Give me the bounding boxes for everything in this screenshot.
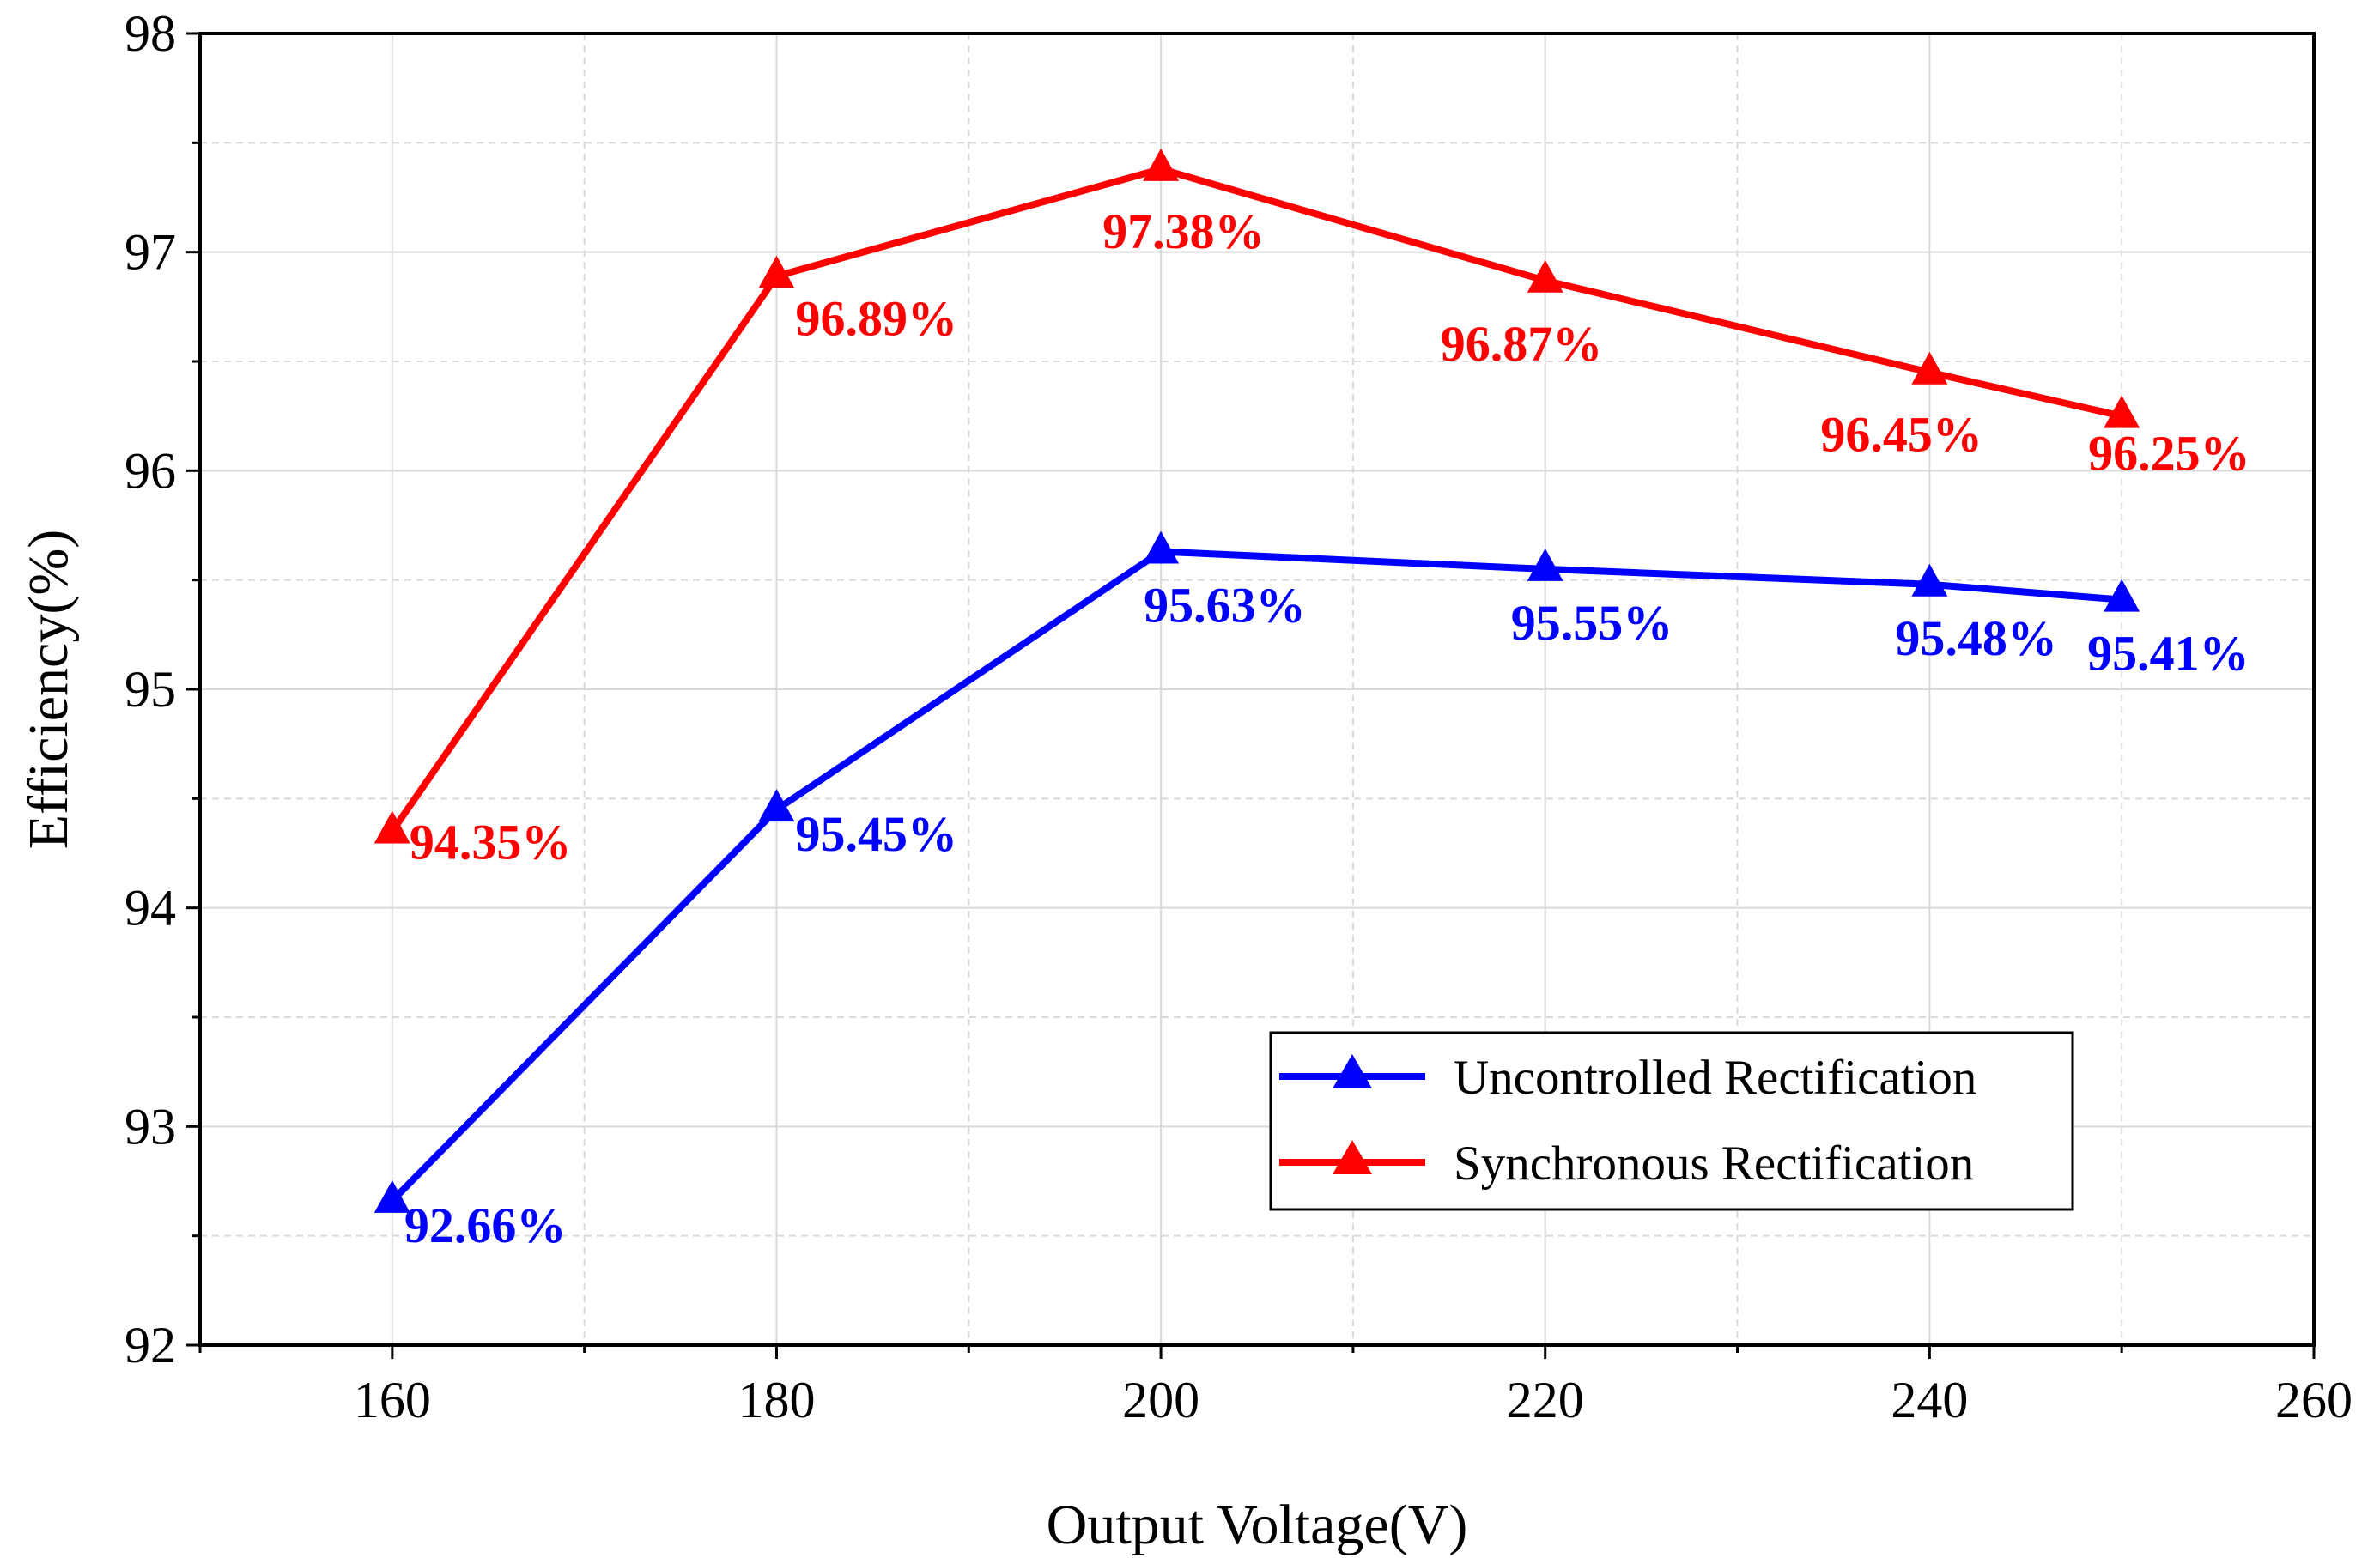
data-point-synchronous [1911, 351, 1948, 385]
y-axis-title: Efficiency(%) [17, 530, 80, 850]
grid-lines [200, 33, 2314, 1345]
y-tick-label: 97 [124, 224, 176, 281]
legend-marker-synchronous [1333, 1140, 1372, 1174]
data-point-synchronous [1527, 259, 1563, 293]
y-tick-label: 92 [124, 1317, 176, 1373]
axis-ticks: 92 93 94 95 96 97 98 160 180 200 220 240 260 [124, 5, 2353, 1428]
legend-box [1269, 1031, 2074, 1211]
data-label-uncontrolled: 95.63% [1144, 578, 1306, 634]
x-tick-label: 200 [1122, 1372, 1199, 1428]
series-line-synchronous [389, 165, 2123, 834]
data-label-synchronous: 96.25% [2088, 426, 2250, 482]
data-point-uncontrolled [1911, 563, 1948, 597]
data-label-uncontrolled: 92.66% [404, 1197, 567, 1253]
legend-label-synchronous: Synchronous Rectification [1454, 1137, 1974, 1191]
x-axis-title: Output Voltage(V) [1047, 1494, 1468, 1556]
x-tick-label: 180 [738, 1372, 815, 1428]
data-point-uncontrolled [373, 1179, 410, 1213]
data-point-synchronous [373, 810, 410, 844]
data-label-synchronous: 97.38% [1102, 203, 1265, 259]
data-point-uncontrolled [1143, 530, 1180, 564]
data-label-uncontrolled: 95.41% [2087, 626, 2249, 682]
y-tick-label: 95 [124, 661, 176, 718]
data-point-uncontrolled [2104, 579, 2140, 612]
y-tick-label: 98 [124, 5, 176, 62]
data-label-synchronous: 96.89% [795, 291, 957, 347]
x-tick-label: 220 [1507, 1372, 1584, 1428]
data-point-synchronous [758, 255, 795, 288]
y-tick-label: 96 [124, 442, 176, 499]
data-label-uncontrolled: 95.48% [1895, 610, 2057, 666]
y-tick-label: 93 [124, 1098, 176, 1155]
data-label-synchronous: 94.35% [410, 815, 572, 870]
legend: Uncontrolled Rectification Synchronous R… [1269, 1031, 2074, 1211]
data-label-synchronous: 96.87% [1441, 316, 1603, 372]
legend-marker-uncontrolled [1333, 1054, 1372, 1088]
y-tick-label: 94 [124, 880, 176, 937]
series-line-uncontrolled [389, 548, 2122, 1203]
x-tick-label: 240 [1891, 1372, 1968, 1428]
legend-label-uncontrolled: Uncontrolled Rectification [1454, 1051, 1976, 1105]
data-point-uncontrolled [1527, 548, 1563, 581]
data-label-uncontrolled: 95.45% [795, 806, 957, 862]
data-label-synchronous: 96.45% [1820, 407, 1982, 463]
series-layer [373, 148, 2140, 1213]
x-tick-label: 160 [354, 1372, 431, 1428]
x-tick-label: 260 [2275, 1372, 2353, 1428]
data-labels: 92.66% 95.45% 95.63% 95.55% 95.48% 95.41% 94.3… [404, 203, 2250, 1253]
data-point-synchronous [2104, 395, 2140, 428]
data-point-uncontrolled [758, 789, 795, 822]
data-point-synchronous [1143, 148, 1180, 181]
data-label-uncontrolled: 95.55% [1511, 595, 1673, 651]
